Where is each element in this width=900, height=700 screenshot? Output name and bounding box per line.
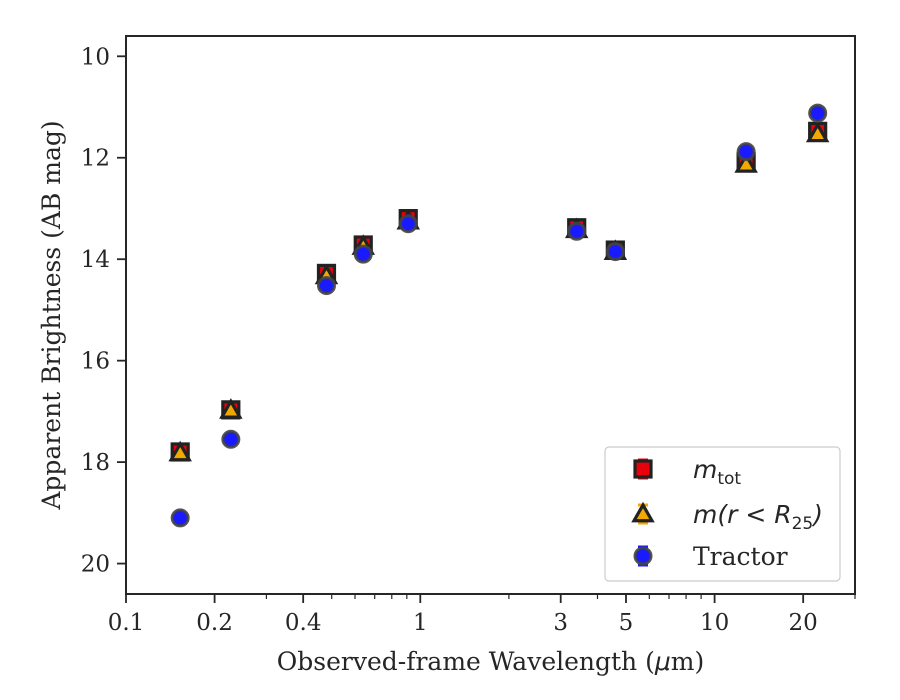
data-point-tractor	[170, 508, 190, 528]
data-point-tractor	[605, 242, 625, 262]
data-point-r25	[168, 440, 192, 462]
data-point-tractor	[736, 142, 756, 162]
legend-label-main: m	[693, 455, 717, 484]
data-point-r25	[805, 121, 830, 143]
x-tick-label: 3	[553, 610, 568, 636]
x-tick-label: 0.4	[285, 610, 322, 636]
data-point-tractor	[221, 429, 241, 449]
data-point-tractor	[316, 276, 336, 296]
data-point-tractor	[398, 214, 418, 234]
x-tick-label: 0.1	[108, 610, 145, 636]
legend-label-tail: )	[811, 500, 823, 529]
x-axis-label: Observed-frame Wavelength (μm)	[277, 647, 704, 676]
data-point-tractor	[567, 221, 587, 241]
axes: 0.1 0.2 0.4 1 3 5 10 20 10 12 14 16 18 20 Observed-fra…	[37, 35, 856, 676]
x-tick-label: 20	[789, 610, 818, 636]
legend-entry-r25: m(r < R25)	[631, 500, 823, 534]
y-axis-label: Apparent Brightness (AB mag)	[37, 120, 66, 510]
y-tick-label: 16	[81, 349, 110, 375]
x-axis-label-part: Observed-frame Wavelength (	[277, 647, 655, 676]
data-point-tractor	[808, 103, 828, 123]
legend-entry-tractor: Tractor	[633, 542, 788, 571]
y-tick-label: 18	[81, 450, 110, 476]
data-point-tractor	[353, 244, 373, 264]
legend-label-sub: 25	[792, 514, 814, 534]
x-tick-label: 10	[700, 610, 729, 636]
y-tick-label: 10	[81, 44, 110, 70]
legend-triangle-marker	[631, 501, 655, 523]
legend-label-main: Tractor	[693, 542, 788, 571]
axes-frame	[125, 35, 856, 595]
legend-label: Tractor	[693, 542, 788, 571]
x-tick-label: 5	[619, 610, 634, 636]
y-tick-label: 14	[81, 247, 110, 273]
legend-entry-tot: mtot	[633, 455, 741, 489]
legend-label: m(r < R25)	[693, 500, 823, 534]
y-tick-label: 20	[81, 552, 110, 578]
y-tick-label: 12	[81, 146, 110, 172]
plot-area	[168, 103, 830, 528]
series-tractor	[170, 103, 828, 528]
legend-circle-marker	[633, 546, 653, 566]
data-point-r25	[219, 398, 243, 419]
legend-square-marker	[633, 459, 653, 479]
legend-label-main: m(r < R	[693, 500, 792, 529]
legend-label-sub: tot	[717, 469, 741, 489]
x-tick-label: 1	[413, 610, 428, 636]
x-axis-label-part: m)	[671, 647, 704, 676]
data-point-r25	[734, 152, 758, 173]
x-tick-label: 0.2	[196, 610, 233, 636]
legend: mtot m(r < R25) Tractor	[604, 446, 841, 582]
x-axis-label-part: μ	[654, 647, 671, 676]
legend-box	[604, 446, 841, 582]
legend-label: mtot	[693, 455, 741, 489]
